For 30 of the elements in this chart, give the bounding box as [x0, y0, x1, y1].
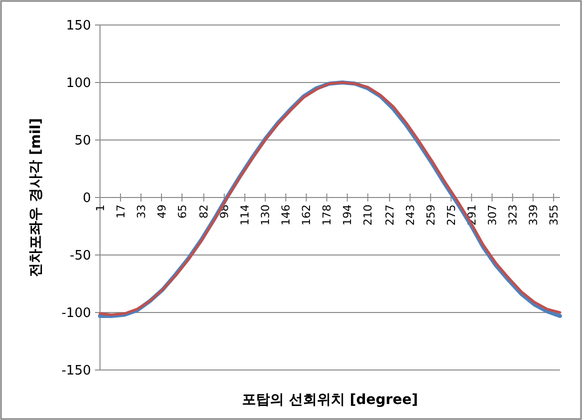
y-tick-label: -100 [61, 306, 91, 322]
x-axis-title: 포탑의 선회위치 [degree] [242, 392, 418, 408]
x-tick-label: 17 [114, 204, 128, 218]
x-tick-label: 114 [238, 204, 252, 226]
x-tick-label: 130 [259, 204, 272, 226]
y-tick-label: -150 [61, 364, 91, 379]
x-tick-label: 49 [155, 204, 168, 218]
x-tick-label: 194 [341, 204, 354, 226]
x-tick-label: 146 [280, 204, 293, 226]
x-tick-label: 339 [526, 204, 540, 226]
x-tick-label: 210 [362, 204, 375, 226]
x-tick-label: 162 [300, 204, 314, 226]
x-tick-label: 323 [506, 204, 520, 226]
y-axis-title: 전차포좌우 경사각 [mil] [28, 118, 44, 277]
x-tick-label: 275 [444, 204, 458, 226]
x-tick-label: 178 [320, 204, 334, 226]
x-tick-label: 33 [134, 204, 148, 218]
x-tick-label: 65 [176, 204, 189, 218]
x-tick-label: 1 [94, 204, 107, 212]
x-tick-label: 82 [198, 204, 211, 218]
y-tick-label: 100 [66, 76, 91, 92]
y-tick-label: 50 [74, 134, 91, 149]
x-tick-label: 307 [486, 204, 499, 226]
y-tick-label: -50 [70, 248, 91, 264]
y-tick-label: 0 [82, 191, 91, 206]
x-tick-label: 243 [404, 204, 417, 226]
x-tick-label: 355 [547, 204, 560, 226]
y-tick-label: 150 [66, 18, 91, 34]
x-tick-label: 227 [383, 204, 396, 226]
x-tick-label: 259 [424, 204, 438, 226]
